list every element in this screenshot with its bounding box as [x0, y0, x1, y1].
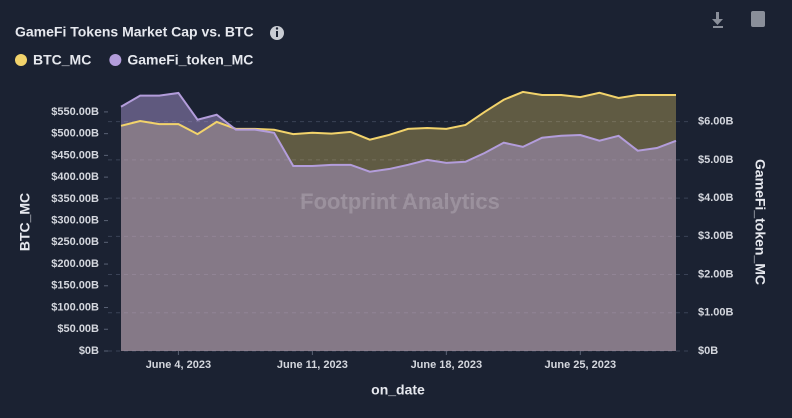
info-icon[interactable] — [270, 26, 284, 40]
x-tick-label: June 4, 2023 — [146, 359, 211, 371]
legend-swatch — [15, 54, 27, 66]
y-tick-label: $100.00B — [51, 301, 99, 313]
y2-tick-label: $4.00B — [698, 192, 734, 204]
download-icon[interactable] — [712, 12, 723, 28]
y2-tick-label: $0B — [698, 345, 718, 357]
area-fill — [121, 92, 676, 351]
y-tick-label: $450.00B — [51, 149, 99, 161]
area-fill — [121, 91, 676, 351]
x-tick-label: June 18, 2023 — [411, 359, 483, 371]
y-tick-label: $300.00B — [51, 214, 99, 226]
y-tick-label: $250.00B — [51, 236, 99, 248]
y2-tick-label: $2.00B — [698, 268, 734, 280]
y-tick-label: $50.00B — [57, 323, 99, 335]
y-tick-label: $150.00B — [51, 280, 99, 292]
y2-axis-title: GameFi_token_MC — [752, 159, 768, 285]
y-tick-label: $400.00B — [51, 171, 99, 183]
y-tick-label: $200.00B — [51, 258, 99, 270]
y-tick-label: $550.00B — [51, 106, 99, 118]
x-axis-title: on_date — [371, 382, 425, 398]
y2-tick-label: $1.00B — [698, 307, 734, 319]
y2-tick-label: $5.00B — [698, 154, 734, 166]
x-tick-label: June 25, 2023 — [545, 359, 617, 371]
y-tick-label: $500.00B — [51, 128, 99, 140]
y2-tick-label: $6.00B — [698, 116, 734, 128]
x-tick-label: June 11, 2023 — [277, 359, 348, 371]
y-tick-label: $0B — [79, 345, 99, 357]
series-line — [120, 91, 677, 173]
api-icon[interactable] — [751, 11, 765, 27]
legend-label: GameFi_token_MC — [127, 52, 253, 68]
y-tick-label: $350.00B — [51, 193, 99, 205]
watermark: Footprint Analytics — [300, 189, 500, 214]
series-line — [120, 90, 676, 141]
y2-tick-label: $3.00B — [698, 230, 734, 242]
chart-title: GameFi Tokens Market Cap vs. BTC — [15, 24, 254, 40]
legend-label: BTC_MC — [33, 52, 91, 68]
y-axis-title: BTC_MC — [17, 193, 33, 251]
legend-swatch — [109, 54, 122, 66]
